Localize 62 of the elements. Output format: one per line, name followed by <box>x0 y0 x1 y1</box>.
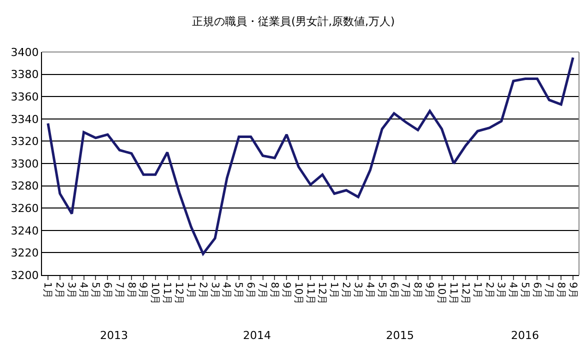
x-tick-label: 2月 <box>483 282 494 298</box>
y-tick-label: 3260 <box>10 202 39 215</box>
x-tick-label: 9月 <box>566 282 578 298</box>
x-tick-label: 2月 <box>196 282 208 298</box>
y-tick-label: 3280 <box>10 180 39 193</box>
x-tick-label: 11月 <box>447 282 458 305</box>
x-tick-label: 1月 <box>184 282 196 298</box>
x-tick-label: 10月 <box>436 282 447 305</box>
x-tick-label: 3月 <box>208 282 220 298</box>
x-tick-label: 12月 <box>316 282 328 305</box>
line-series <box>46 56 574 256</box>
x-tick-label: 2月 <box>340 282 352 298</box>
x-tick-label: 6月 <box>244 282 256 298</box>
x-tick-label: 8月 <box>412 282 423 298</box>
y-tick-label: 3400 <box>10 46 39 59</box>
x-tick-label: 4月 <box>220 282 232 298</box>
x-tick-label: 9月 <box>137 282 148 298</box>
x-tick-label: 4月 <box>507 282 518 298</box>
x-tick-label: 11月 <box>161 282 172 305</box>
x-tick-label: 2月 <box>54 282 65 298</box>
x-tick-label: 8月 <box>554 282 566 298</box>
text: 2014 <box>243 329 271 342</box>
y-tick-label: 3380 <box>10 68 39 82</box>
text: 2016 <box>511 329 539 342</box>
x-tick-label: 12月 <box>459 282 470 305</box>
text: 2015 <box>386 329 414 342</box>
y-tick-label: 3220 <box>10 246 39 260</box>
x-tick-label: 6月 <box>388 282 399 298</box>
x-tick-label: 5月 <box>232 282 244 298</box>
x-tick-label: 3月 <box>495 282 506 298</box>
x-tick-label: 10月 <box>149 282 160 305</box>
x-tick-label: 6月 <box>101 282 112 298</box>
x-tick-label: 1月 <box>328 282 340 298</box>
x-tick-label: 5月 <box>376 282 387 298</box>
x-tick-label: 10月 <box>292 282 304 305</box>
x-tick-label: 9月 <box>424 282 435 298</box>
x-tick-label: 5月 <box>89 282 100 298</box>
x-tick-label: 8月 <box>125 282 136 298</box>
x-tick-label: 9月 <box>280 282 292 298</box>
x-tick-label: 4月 <box>78 282 89 298</box>
x-tick-label: 7月 <box>542 282 554 298</box>
x-tick-label: 6月 <box>530 282 542 298</box>
x-tick-label: 4月 <box>364 282 375 298</box>
x-tick-label: 12月 <box>172 282 184 305</box>
x-tick-label: 3月 <box>352 282 363 298</box>
x-tick-label: 1月 <box>42 282 53 298</box>
x-tick-label: 3月 <box>66 282 77 298</box>
x-tick-label: 8月 <box>268 282 280 298</box>
text: 2013 <box>100 329 128 342</box>
x-tick-label: 7月 <box>256 282 268 298</box>
y-tick-label: 3360 <box>10 90 39 104</box>
x-tick-label: 11月 <box>304 282 316 305</box>
y-tick-label: 3300 <box>10 157 39 170</box>
x-tick-label: 7月 <box>113 282 124 298</box>
chart-title: 正規の職員・従業員(男女計,原数値,万人) <box>192 14 395 28</box>
x-tick-label: 5月 <box>519 282 530 298</box>
y-tick-label: 3320 <box>10 135 39 148</box>
y-tick-label: 3240 <box>10 224 39 238</box>
y-tick-label: 3200 <box>10 268 39 282</box>
y-tick-label: 3340 <box>10 112 39 126</box>
x-tick-label: 7月 <box>400 282 411 298</box>
x-tick-label: 1月 <box>471 282 482 298</box>
